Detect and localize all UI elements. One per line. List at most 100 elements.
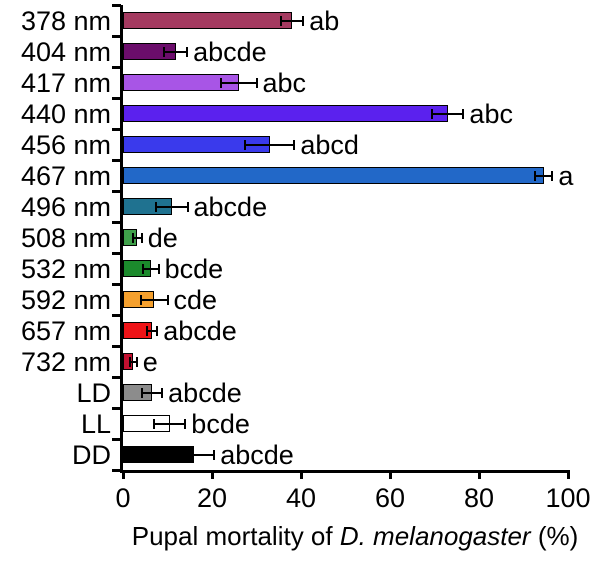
- error-bar-cap: [131, 232, 134, 243]
- error-bar-cap: [139, 294, 142, 305]
- error-bar-cap: [153, 418, 156, 429]
- error-bar-line: [534, 174, 553, 177]
- error-bar-cap: [155, 201, 158, 212]
- significance-label: bcde: [191, 408, 250, 439]
- x-axis-tick-label: 100: [545, 483, 591, 513]
- x-axis-tick: [388, 470, 392, 479]
- x-axis-tick-label: 60: [374, 483, 406, 513]
- y-axis-tick: [112, 282, 121, 286]
- error-bar-cap: [128, 356, 131, 367]
- y-axis-tick: [112, 96, 121, 100]
- error-bar-line: [163, 50, 188, 53]
- error-bar-line: [154, 422, 186, 425]
- category-label: 508 nm: [20, 222, 111, 253]
- error-bar-cap: [140, 232, 143, 243]
- error-bar-cap: [219, 77, 222, 88]
- error-bar-cap: [279, 15, 282, 26]
- error-bar-cap: [156, 325, 159, 336]
- x-axis-tick: [477, 470, 481, 479]
- x-axis-tick-label: 40: [285, 483, 317, 513]
- error-bar-line: [174, 453, 215, 456]
- x-axis-title-text: Pupal mortality of: [131, 521, 340, 551]
- y-axis-line: [120, 5, 123, 473]
- error-bar-cap: [173, 449, 176, 460]
- significance-label: e: [142, 346, 158, 377]
- error-bar-cap: [162, 46, 165, 57]
- error-bar-line: [156, 205, 188, 208]
- error-bar-line: [146, 329, 158, 332]
- y-axis-tick: [112, 375, 121, 379]
- error-bar-cap: [145, 325, 148, 336]
- significance-label: abc: [262, 67, 307, 98]
- error-bar-line: [220, 81, 257, 84]
- significance-label: cde: [173, 284, 218, 315]
- y-axis-tick: [112, 251, 121, 255]
- error-bar-cap: [293, 139, 296, 150]
- significance-label: abcde: [168, 377, 242, 408]
- error-bar-line: [140, 298, 168, 301]
- significance-label: abc: [469, 98, 513, 129]
- significance-label: a: [558, 160, 574, 191]
- error-bar-cap: [140, 387, 143, 398]
- error-bar-cap: [255, 77, 258, 88]
- x-axis-tick: [566, 470, 570, 479]
- category-label: DD: [72, 439, 111, 470]
- y-axis-tick: [112, 468, 121, 472]
- significance-label: abcde: [193, 36, 267, 67]
- y-axis-tick: [112, 65, 121, 69]
- y-axis-tick: [112, 406, 121, 410]
- category-label: LL: [80, 408, 111, 439]
- error-bar-cap: [166, 294, 169, 305]
- x-axis-tick: [210, 470, 214, 479]
- significance-label: abcde: [163, 315, 237, 346]
- error-bar-cap: [431, 108, 434, 119]
- error-bar-cap: [302, 15, 305, 26]
- y-axis-tick: [112, 158, 121, 162]
- x-axis-tick: [299, 470, 303, 479]
- y-axis-tick: [112, 189, 121, 193]
- y-axis-tick: [112, 220, 121, 224]
- error-bar-cap: [462, 108, 465, 119]
- error-bar-cap: [533, 170, 536, 181]
- error-bar-line: [245, 143, 295, 146]
- significance-label: de: [147, 222, 178, 253]
- error-bar-cap: [213, 449, 216, 460]
- x-axis-line: [120, 470, 570, 473]
- error-bar-cap: [186, 201, 189, 212]
- error-bar-line: [432, 112, 464, 115]
- error-bar-line: [129, 360, 137, 363]
- x-axis-tick-label: 0: [115, 483, 131, 513]
- category-label: 467 nm: [20, 160, 111, 191]
- error-bar-cap: [142, 263, 145, 274]
- error-bar-cap: [135, 356, 138, 367]
- significance-label: abcde: [220, 439, 294, 470]
- y-axis-tick: [112, 344, 121, 348]
- category-label: 378 nm: [20, 5, 111, 36]
- significance-label: ab: [309, 5, 340, 36]
- category-label: 440 nm: [20, 98, 111, 129]
- category-label: 592 nm: [20, 284, 111, 315]
- y-axis-tick: [112, 127, 121, 131]
- error-bar-cap: [186, 46, 189, 57]
- error-bar-cap: [157, 263, 160, 274]
- error-bar-cap: [551, 170, 554, 181]
- error-bar-line: [141, 391, 163, 394]
- category-label: 456 nm: [20, 129, 111, 160]
- category-label: 496 nm: [20, 191, 111, 222]
- error-bar-cap: [184, 418, 187, 429]
- category-label: 657 nm: [20, 315, 111, 346]
- x-axis-title: Pupal mortality of D. melanogaster (%): [110, 521, 600, 552]
- x-axis-title-species: D. melanogaster: [339, 521, 531, 551]
- y-axis-tick: [112, 313, 121, 317]
- error-bar-line: [132, 236, 142, 239]
- category-label: 732 nm: [20, 346, 111, 377]
- y-axis-tick: [112, 437, 121, 441]
- bar: [123, 167, 544, 184]
- significance-label: abcd: [300, 129, 359, 160]
- significance-label: bcde: [164, 253, 224, 284]
- category-label: 404 nm: [20, 36, 111, 67]
- bar: [123, 12, 293, 29]
- y-axis-tick: [112, 34, 121, 38]
- category-label: 532 nm: [20, 253, 111, 284]
